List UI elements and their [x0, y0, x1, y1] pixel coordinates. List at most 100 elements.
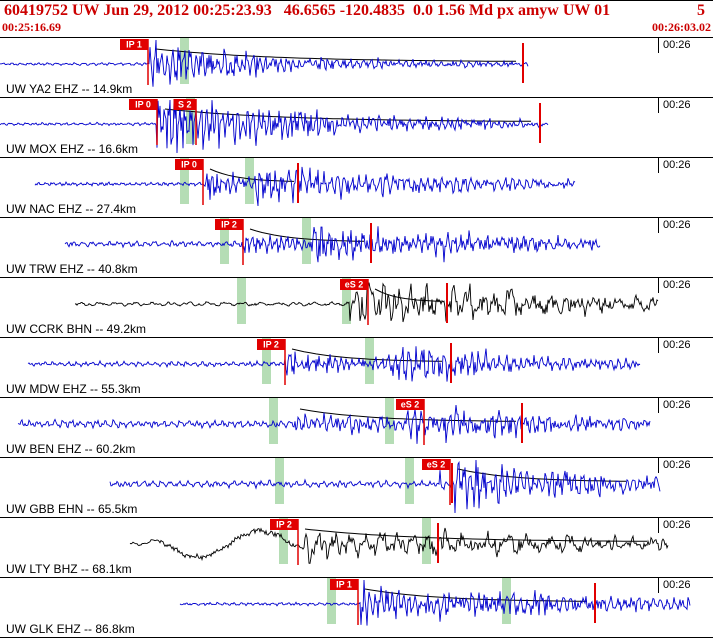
predicted-arrival-band: [327, 578, 336, 624]
event-summary-text: 60419752 UW Jun 29, 2012 00:25:23.93 46.…: [4, 2, 611, 19]
predicted-arrival-band: [365, 338, 374, 384]
trace-panel: IP 2 00:26 UW LTY BHZ -- 68.1km: [0, 517, 713, 577]
predicted-arrival-band: [422, 518, 431, 564]
trace-panel: eS 2 00:26 UW GBB EHN -- 65.5km: [0, 457, 713, 517]
window-start-time: 00:25:16.69: [2, 20, 61, 34]
phase-pick-label: IP 2: [276, 520, 292, 530]
station-label: UW GLK EHZ -- 86.8km: [6, 622, 135, 636]
seismogram-waveform[interactable]: [0, 39, 529, 87]
trace-plot[interactable]: IP 1: [0, 578, 713, 637]
predicted-arrival-band: [220, 218, 229, 264]
coda-decay-curve: [155, 48, 516, 62]
seismogram-waveform[interactable]: [179, 579, 691, 626]
time-range-line: 00:25:16.69 00:26:03.02: [0, 20, 713, 34]
trace-minute-label: 00:26: [663, 219, 691, 231]
coda-decay-curve: [457, 468, 627, 482]
seismogram-waveform[interactable]: [34, 166, 576, 207]
station-label: UW MDW EHZ -- 55.3km: [6, 382, 141, 396]
phase-pick-label: IP 0: [181, 160, 197, 170]
phase-pick-flag[interactable]: [330, 579, 358, 590]
trace-plot[interactable]: IP 2: [0, 518, 713, 577]
trace-panel: IP 1 00:26 UW GLK EHZ -- 86.8km: [0, 577, 713, 637]
predicted-arrival-band: [186, 98, 195, 144]
phase-pick-label: S 2: [178, 100, 192, 110]
predicted-arrival-band: [405, 458, 414, 504]
trace-panel: IP 2 00:26 UW TRW EHZ -- 40.8km: [0, 217, 713, 277]
trace-minute-label: 00:26: [663, 459, 691, 471]
station-label: UW BEN EHZ -- 60.2km: [6, 442, 136, 456]
seismogram-waveform[interactable]: [64, 226, 601, 263]
trace-panel: IP 0 S 2 00:26 UW MOX EHZ -- 16.6km: [0, 97, 713, 157]
phase-pick-flag[interactable]: [396, 399, 424, 410]
predicted-arrival-band: [237, 278, 246, 324]
coda-decay-curve: [299, 408, 516, 422]
phase-pick-flag[interactable]: [270, 519, 298, 530]
trace-plot[interactable]: eS 2: [0, 458, 713, 517]
seismogram-waveform[interactable]: [0, 99, 549, 154]
predicted-arrival-band: [180, 158, 189, 204]
station-label: UW YA2 EHZ -- 14.9km: [6, 82, 133, 96]
trace-plot[interactable]: IP 1: [0, 38, 713, 97]
trace-panels: IP 1 00:26 UW YA2 EHZ -- 14.9km IP 0 S 2 …: [0, 37, 713, 638]
trace-plot[interactable]: IP 0 S 2: [0, 98, 713, 157]
trace-panel: eS 2 00:26 UW BEN EHZ -- 60.2km: [0, 397, 713, 457]
phase-pick-label: IP 1: [126, 40, 142, 50]
event-header: 60419752 UW Jun 29, 2012 00:25:23.93 46.…: [0, 1, 713, 37]
trace-minute-label: 00:26: [663, 39, 691, 51]
phase-pick-flag[interactable]: [215, 219, 243, 230]
station-label: UW TRW EHZ -- 40.8km: [6, 262, 138, 276]
phase-pick-flag[interactable]: [129, 99, 157, 110]
trace-plot[interactable]: IP 2: [0, 338, 713, 397]
event-summary-line: 60419752 UW Jun 29, 2012 00:25:23.93 46.…: [0, 1, 713, 20]
station-label: UW CCRK BHN -- 49.2km: [6, 322, 147, 336]
coda-decay-curve: [374, 288, 442, 302]
trace-panel: IP 2 00:26 UW MDW EHZ -- 55.3km: [0, 337, 713, 397]
phase-pick-label: IP 0: [135, 100, 151, 110]
station-label: UW GBB EHN -- 65.5km: [6, 502, 138, 516]
trace-panel: eS 2 00:26 UW CCRK BHN -- 49.2km: [0, 277, 713, 337]
trace-minute-label: 00:26: [663, 279, 691, 291]
coda-decay-curve: [364, 588, 587, 602]
predicted-arrival-band: [279, 518, 288, 564]
phase-pick-flag[interactable]: [175, 159, 203, 170]
trace-minute-label: 00:26: [663, 339, 691, 351]
trace-plot[interactable]: IP 0: [0, 158, 713, 217]
coda-decay-curve: [304, 528, 647, 542]
station-label: UW MOX EHZ -- 16.6km: [6, 142, 139, 156]
trace-minute-label: 00:26: [663, 399, 691, 411]
predicted-arrival-band: [502, 578, 511, 624]
seismogram-waveform[interactable]: [27, 346, 641, 382]
predicted-arrival-band: [385, 398, 394, 444]
phase-pick-flag[interactable]: [340, 279, 368, 290]
seismogram-waveform[interactable]: [109, 459, 661, 514]
predicted-arrival-band: [180, 38, 189, 84]
phase-pick-label: eS 2: [401, 400, 420, 410]
trace-minute-label: 00:26: [663, 99, 691, 111]
trace-panel: IP 0 00:26 UW NAC EHZ -- 27.4km: [0, 157, 713, 217]
trace-minute-label: 00:26: [663, 519, 691, 531]
trace-plot[interactable]: eS 2: [0, 398, 713, 457]
predicted-arrival-band: [262, 338, 271, 384]
station-label: UW LTY BHZ -- 68.1km: [6, 562, 132, 576]
predicted-arrival-band: [302, 218, 311, 264]
seismogram-waveform[interactable]: [129, 527, 669, 564]
trace-plot[interactable]: eS 2: [0, 278, 713, 337]
trace-minute-label: 00:26: [663, 159, 691, 171]
phase-pick-flag[interactable]: [173, 99, 197, 110]
phase-pick-label: eS 2: [345, 280, 364, 290]
window-end-time: 00:26:03.02: [652, 20, 711, 34]
trace-plot[interactable]: IP 2: [0, 218, 713, 277]
seismogram-waveform[interactable]: [74, 282, 659, 323]
phase-pick-label: IP 1: [336, 580, 352, 590]
station-label: UW NAC EHZ -- 27.4km: [6, 202, 137, 216]
phase-pick-flag[interactable]: [422, 459, 450, 470]
phase-pick-flag[interactable]: [257, 339, 285, 350]
page-number: 5: [697, 2, 705, 19]
phase-pick-flag[interactable]: [120, 39, 148, 50]
predicted-arrival-band: [342, 278, 351, 324]
trace-minute-label: 00:26: [663, 579, 691, 591]
seismogram-waveform[interactable]: [17, 405, 651, 444]
phase-pick-label: eS 2: [427, 460, 446, 470]
